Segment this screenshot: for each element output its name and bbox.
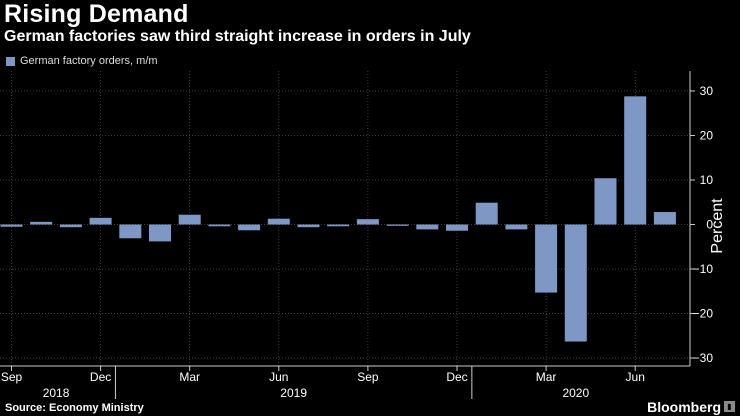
- y-tick-label: 10: [700, 173, 714, 187]
- x-tick-label: Dec: [446, 370, 467, 384]
- x-tick-label: Dec: [90, 370, 111, 384]
- bar: [297, 224, 320, 228]
- year-label: 2019: [280, 386, 307, 400]
- chart-subtitle: German factories saw third straight incr…: [4, 28, 471, 45]
- bar: [327, 224, 350, 227]
- bar: [564, 224, 587, 342]
- bar: [446, 224, 468, 231]
- y-tick-label: −20: [693, 307, 714, 321]
- year-label: 2020: [562, 386, 589, 400]
- bar: [178, 214, 201, 225]
- bar: [356, 219, 379, 225]
- bar: [89, 217, 112, 225]
- bloomberg-logo: Bloomberg: [647, 399, 721, 415]
- y-tick-label: −10: [693, 262, 714, 276]
- x-tick-label: Mar: [179, 370, 200, 384]
- chart-title: Rising Demand: [4, 0, 189, 28]
- y-tick-label: 30: [700, 84, 714, 98]
- bar: [59, 224, 82, 228]
- x-tick-label: Sep: [357, 370, 379, 384]
- bloomberg-b-icon: ▮: [724, 401, 735, 412]
- bar: [208, 224, 231, 227]
- bar: [238, 224, 261, 231]
- bar: [594, 178, 617, 225]
- legend: German factory orders, m/m: [6, 55, 158, 67]
- bar: [653, 212, 676, 225]
- x-tick-label: Mar: [536, 370, 557, 384]
- bar: [416, 224, 439, 230]
- bar: [535, 224, 558, 293]
- bar: [30, 221, 53, 225]
- bar: [119, 224, 142, 239]
- y-axis-label: Percent: [709, 198, 726, 254]
- bar: [386, 224, 409, 226]
- bar: [475, 202, 498, 225]
- x-tick-label: Jun: [626, 370, 645, 384]
- x-tick-label: Jun: [269, 370, 288, 384]
- legend-swatch: [6, 56, 15, 66]
- x-tick-label: Sep: [1, 370, 23, 384]
- bar: [149, 224, 171, 242]
- y-tick-label: 0: [706, 218, 713, 232]
- source-note: Source: Economy Ministry: [5, 402, 144, 414]
- y-tick-label: −30: [693, 351, 714, 365]
- bar: [0, 224, 23, 227]
- bar: [267, 218, 290, 225]
- bar: [505, 224, 528, 230]
- y-tick-label: 20: [700, 129, 714, 143]
- bar: [624, 96, 647, 225]
- year-label: 2018: [43, 386, 70, 400]
- legend-label: German factory orders, m/m: [20, 55, 158, 67]
